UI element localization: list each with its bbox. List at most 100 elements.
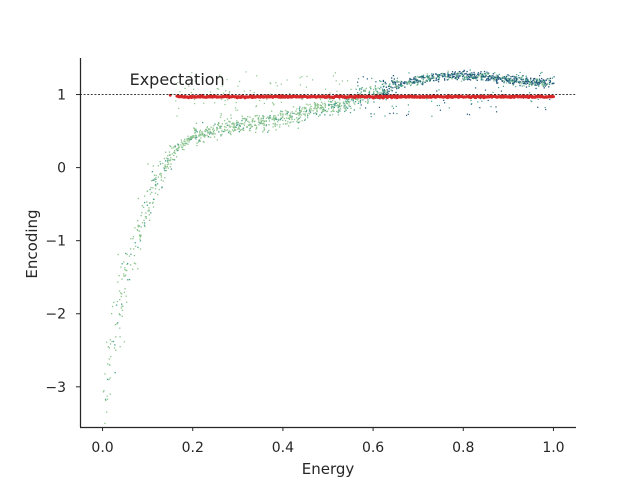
data-point [380, 86, 382, 88]
data-point [505, 77, 507, 79]
outlier-point [389, 112, 391, 115]
data-point [228, 124, 230, 126]
data-point [505, 82, 508, 84]
data-point [363, 90, 365, 92]
data-point [202, 135, 204, 137]
outlier-point [235, 102, 237, 104]
data-point [178, 147, 180, 149]
expectation-annotation: Expectation [130, 70, 225, 89]
data-point [118, 313, 120, 315]
outlier-point [312, 79, 314, 81]
data-point [286, 114, 288, 116]
outlier-point [405, 114, 408, 117]
data-point [334, 103, 337, 105]
data-point [175, 148, 177, 150]
data-point [344, 105, 346, 107]
data-point [552, 83, 554, 85]
data-point [242, 128, 244, 130]
expectation-points [168, 93, 555, 100]
data-point [308, 112, 310, 114]
data-point [464, 73, 466, 75]
outlier-point [299, 77, 301, 79]
data-point [491, 76, 494, 79]
data-point [119, 346, 121, 348]
data-point [395, 91, 397, 94]
data-point [360, 91, 362, 93]
data-point [544, 81, 546, 83]
data-point [260, 119, 262, 121]
data-point [211, 133, 213, 135]
data-point [123, 341, 125, 343]
data-point [428, 76, 430, 78]
outlier-point [280, 83, 282, 85]
data-point [383, 83, 385, 85]
outlier-point [255, 106, 257, 108]
data-point [469, 75, 472, 77]
data-point [488, 78, 490, 80]
data-point [400, 83, 403, 85]
data-point [382, 79, 384, 82]
data-point [358, 100, 360, 102]
outlier-point [502, 85, 504, 87]
outlier-point [481, 100, 483, 102]
data-point [364, 90, 366, 92]
data-point [374, 87, 376, 89]
data-point [346, 101, 348, 103]
data-point [375, 88, 377, 90]
data-point [126, 301, 128, 303]
data-point [448, 76, 450, 78]
data-point [535, 87, 537, 90]
data-point [368, 90, 371, 92]
data-point [247, 120, 249, 122]
data-point [456, 75, 458, 77]
data-point [403, 82, 405, 85]
data-point [429, 78, 432, 80]
data-point [143, 224, 146, 226]
data-point [372, 88, 375, 91]
data-point [463, 77, 466, 79]
data-point [154, 184, 157, 186]
data-point [198, 139, 201, 141]
outlier-point [380, 80, 382, 83]
data-point [212, 133, 214, 136]
outlier-point [531, 100, 533, 103]
data-point [538, 80, 540, 83]
outlier-point [518, 75, 520, 77]
data-point [406, 83, 408, 85]
outlier-point [370, 116, 372, 118]
data-point [485, 79, 487, 82]
outlier-point [324, 88, 327, 90]
data-point [137, 224, 139, 226]
data-point [524, 82, 526, 85]
data-point [433, 77, 435, 79]
data-point [457, 76, 460, 78]
data-point [198, 134, 200, 136]
data-point [188, 141, 190, 143]
outlier-point [256, 75, 258, 77]
data-point [321, 111, 323, 113]
data-point [387, 93, 389, 95]
data-point [337, 104, 339, 106]
outlier-point [179, 91, 181, 93]
outlier-point [337, 114, 340, 116]
data-point [549, 77, 551, 79]
data-point [206, 127, 208, 129]
data-point [236, 122, 238, 124]
data-point [208, 128, 210, 130]
data-point [249, 130, 251, 132]
data-point [299, 106, 301, 108]
data-point [496, 80, 498, 82]
data-point [336, 110, 338, 113]
data-point [526, 81, 528, 83]
data-point [346, 99, 349, 101]
data-point [157, 194, 159, 196]
data-point [490, 76, 492, 78]
data-point [440, 73, 442, 75]
data-point [356, 91, 359, 94]
data-point [538, 85, 540, 87]
data-point [267, 131, 269, 133]
data-point [130, 238, 132, 240]
data-point [536, 82, 539, 84]
data-point [438, 74, 440, 76]
data-point [454, 73, 456, 75]
